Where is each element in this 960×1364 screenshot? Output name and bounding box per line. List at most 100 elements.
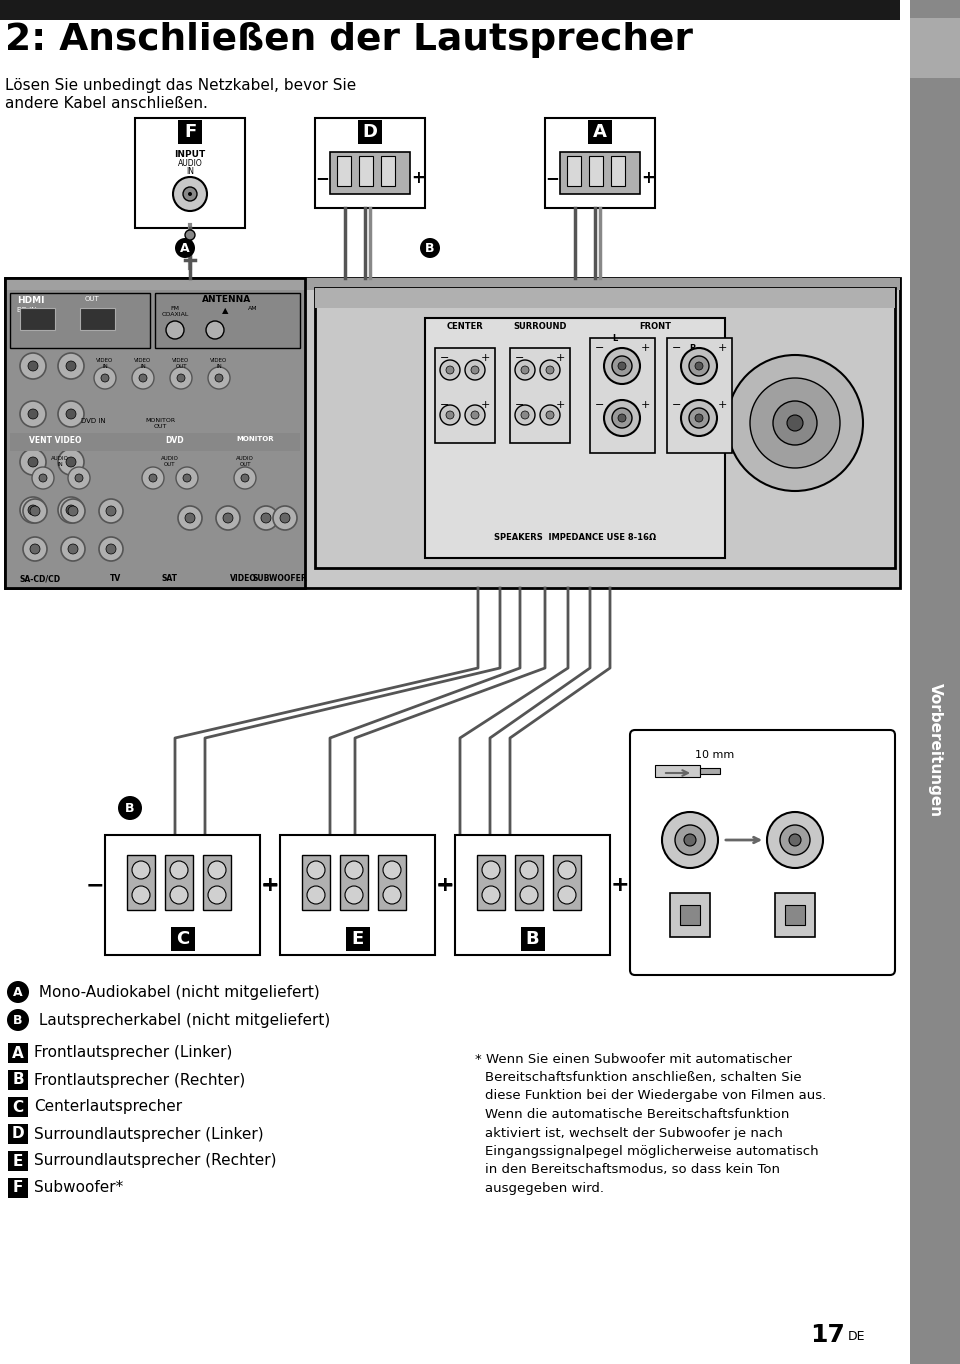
Circle shape [684,833,696,846]
Text: VIDEO
IN: VIDEO IN [134,357,152,368]
Bar [670,893,710,937]
Text: +: + [261,874,279,895]
Text: B: B [526,930,540,948]
Circle shape [446,366,454,374]
Circle shape [39,475,47,481]
Circle shape [206,321,224,340]
Circle shape [208,887,226,904]
Text: AUDIO
IN: AUDIO IN [51,456,69,466]
Circle shape [66,409,76,419]
Text: DE: DE [848,1330,866,1344]
Bar [477,855,505,910]
Text: AUDIO: AUDIO [178,160,203,168]
Bar [340,855,368,910]
Bar [381,155,395,186]
Text: CENTER: CENTER [446,322,484,331]
Text: −: − [436,874,454,895]
Text: INPUT: INPUT [175,150,205,160]
Bar [155,293,300,348]
Text: ANTENNA: ANTENNA [203,295,252,304]
Text: −: − [672,342,682,353]
Circle shape [185,231,195,240]
Circle shape [94,367,116,389]
Bar [590,338,655,453]
Circle shape [681,348,717,385]
Text: VIDEO
IN: VIDEO IN [210,357,228,368]
Circle shape [345,887,363,904]
Bar [589,155,603,186]
Circle shape [20,401,46,427]
Text: A: A [12,1045,24,1060]
Text: Wenn die automatische Bereitschaftsfunktion: Wenn die automatische Bereitschaftsfunkt… [485,1108,789,1121]
Bar [667,338,732,453]
Text: +: + [718,342,727,353]
Text: VIDEO: VIDEO [229,574,256,582]
Bar [10,293,150,348]
Text: FM
COAXIAL: FM COAXIAL [161,306,189,316]
Bar [560,151,640,194]
Text: AUDIO
OUT: AUDIO OUT [236,456,254,466]
Circle shape [695,361,703,370]
Bar [5,278,900,588]
Circle shape [440,360,460,381]
Text: C: C [12,1099,24,1114]
Bar [8,1069,28,1090]
Text: −: − [315,169,329,187]
Text: Mono-Audiokabel (nicht mitgeliefert): Mono-Audiokabel (nicht mitgeliefert) [34,985,320,1000]
Bar [105,835,260,955]
Circle shape [689,408,709,428]
Text: B: B [13,1013,23,1027]
Circle shape [540,405,560,426]
Circle shape [208,861,226,878]
Circle shape [30,544,40,554]
Text: MONITOR: MONITOR [236,436,274,442]
Circle shape [58,401,84,427]
Bar [910,0,960,1364]
Circle shape [234,466,256,490]
Circle shape [727,355,863,491]
Bar [165,855,193,910]
Bar [553,855,581,910]
Circle shape [20,449,46,475]
Circle shape [188,192,192,196]
Text: +: + [718,400,727,411]
Circle shape [546,411,554,419]
Text: Eingangssignalpegel möglicherweise automatisch: Eingangssignalpegel möglicherweise autom… [485,1144,819,1158]
Circle shape [66,361,76,371]
Circle shape [28,409,38,419]
Text: E: E [351,930,364,948]
Text: F: F [12,1180,23,1195]
Circle shape [176,466,198,490]
Text: Vorbereitungen: Vorbereitungen [927,683,943,817]
Text: SUBWOOFER: SUBWOOFER [252,574,307,582]
Text: VIDEO
IN: VIDEO IN [96,357,113,368]
Text: VENT VIDEO: VENT VIDEO [29,436,82,445]
Text: AM: AM [249,306,258,311]
Circle shape [66,505,76,516]
Bar [127,855,155,910]
Text: −: − [595,400,605,411]
Circle shape [132,887,150,904]
Text: +: + [556,400,565,411]
Text: * Wenn Sie einen Subwoofer mit automatischer: * Wenn Sie einen Subwoofer mit automatis… [475,1053,792,1067]
Text: diese Funktion bei der Wiedergabe von Filmen aus.: diese Funktion bei der Wiedergabe von Fi… [485,1090,827,1102]
Text: −: − [545,169,559,187]
Circle shape [68,544,78,554]
Circle shape [307,861,325,878]
Circle shape [273,506,297,531]
Circle shape [773,401,817,445]
Bar [655,765,700,777]
Circle shape [471,411,479,419]
Text: +: + [641,169,655,187]
Bar [337,155,351,186]
Circle shape [61,537,85,561]
Text: L: L [612,334,617,342]
Circle shape [208,367,230,389]
Bar [8,1151,28,1172]
Text: −: − [261,874,279,895]
Circle shape [28,457,38,466]
Circle shape [465,360,485,381]
Bar [20,308,55,330]
Bar [425,318,725,558]
Text: D: D [363,123,377,140]
